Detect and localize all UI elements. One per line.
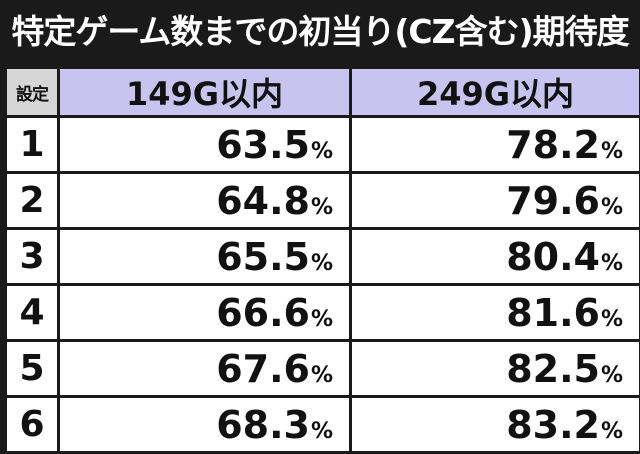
- value-number: 64.8: [216, 178, 310, 223]
- setting-cell: 5: [7, 342, 57, 395]
- table-header-row: 設定 149G以内 249G以内: [7, 69, 639, 115]
- value-249g-cell: 78.2%: [352, 118, 639, 171]
- percent-unit: %: [310, 138, 333, 164]
- value-149g-cell: 64.8%: [60, 174, 349, 227]
- value-number: 82.5: [506, 346, 600, 391]
- value-number: 79.6: [506, 178, 600, 223]
- header-setting: 設定: [7, 69, 57, 115]
- header-249g: 249G以内: [352, 69, 639, 115]
- value-number: 68.3: [216, 402, 310, 447]
- table-row: 4 66.6% 81.6%: [7, 286, 639, 339]
- value-number: 67.6: [216, 346, 310, 391]
- table-row: 2 64.8% 79.6%: [7, 174, 639, 227]
- value-number: 63.5: [216, 122, 310, 167]
- value-149g-cell: 66.6%: [60, 286, 349, 339]
- value-249g-cell: 80.4%: [352, 230, 639, 283]
- percent-unit: %: [600, 250, 623, 276]
- value-number: 83.2: [506, 402, 600, 447]
- setting-cell: 1: [7, 118, 57, 171]
- value-number: 80.4: [506, 234, 600, 279]
- percent-unit: %: [310, 362, 333, 388]
- page-title: 特定ゲーム数までの初当り(CZ含む)期待度: [11, 12, 629, 51]
- percent-unit: %: [600, 306, 623, 332]
- value-149g-cell: 68.3%: [60, 398, 349, 451]
- probability-table: 設定 149G以内 249G以内 1 63.5% 78.2% 2 64.8% 7…: [4, 66, 640, 454]
- value-249g-cell: 79.6%: [352, 174, 639, 227]
- value-249g-cell: 81.6%: [352, 286, 639, 339]
- percent-unit: %: [600, 194, 623, 220]
- value-number: 78.2: [506, 122, 600, 167]
- setting-cell: 3: [7, 230, 57, 283]
- table-row: 1 63.5% 78.2%: [7, 118, 639, 171]
- percent-unit: %: [600, 418, 623, 444]
- percent-unit: %: [310, 250, 333, 276]
- value-number: 81.6: [506, 290, 600, 335]
- percent-unit: %: [310, 306, 333, 332]
- value-249g-cell: 83.2%: [352, 398, 639, 451]
- table-row: 5 67.6% 82.5%: [7, 342, 639, 395]
- value-number: 66.6: [216, 290, 310, 335]
- value-149g-cell: 63.5%: [60, 118, 349, 171]
- percent-unit: %: [310, 194, 333, 220]
- percent-unit: %: [600, 138, 623, 164]
- setting-cell: 2: [7, 174, 57, 227]
- percent-unit: %: [310, 418, 333, 444]
- table-row: 3 65.5% 80.4%: [7, 230, 639, 283]
- value-149g-cell: 65.5%: [60, 230, 349, 283]
- table-row: 6 68.3% 83.2%: [7, 398, 639, 451]
- value-249g-cell: 82.5%: [352, 342, 639, 395]
- setting-cell: 6: [7, 398, 57, 451]
- percent-unit: %: [600, 362, 623, 388]
- setting-cell: 4: [7, 286, 57, 339]
- value-number: 65.5: [216, 234, 310, 279]
- header-149g: 149G以内: [60, 69, 349, 115]
- value-149g-cell: 67.6%: [60, 342, 349, 395]
